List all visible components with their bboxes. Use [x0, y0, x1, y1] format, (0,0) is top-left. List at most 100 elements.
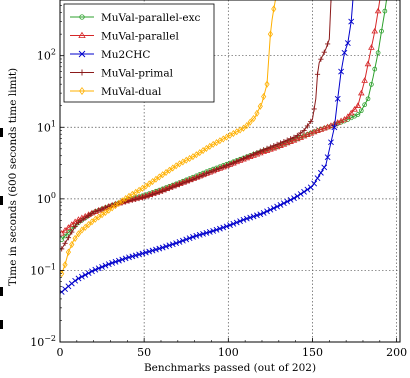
data-point	[227, 131, 233, 139]
edge-mark	[0, 196, 3, 205]
data-point	[341, 116, 348, 122]
data-point	[277, 202, 284, 208]
data-point	[230, 160, 236, 166]
data-point	[321, 49, 327, 55]
data-point	[304, 123, 311, 129]
data-point	[142, 249, 149, 256]
data-point	[86, 213, 92, 219]
data-point	[280, 200, 287, 207]
data-point	[210, 168, 216, 174]
data-point	[301, 188, 307, 195]
data-point	[160, 188, 166, 194]
data-point	[65, 235, 72, 241]
data-point	[291, 195, 297, 202]
legend-entry: MuVal-primal	[70, 68, 174, 80]
data-point	[149, 247, 156, 254]
data-point	[264, 80, 270, 88]
data-point	[60, 237, 65, 242]
data-point	[193, 175, 199, 181]
data-point	[261, 147, 267, 153]
data-point	[169, 241, 176, 248]
data-point	[271, 143, 277, 149]
data-point	[116, 199, 122, 207]
data-point	[139, 195, 146, 201]
legend-entry: MuVal-dual	[70, 86, 162, 98]
data-point	[207, 169, 213, 175]
data-point	[122, 255, 129, 262]
data-point	[348, 18, 355, 25]
data-point	[298, 130, 304, 136]
data-point	[254, 212, 260, 219]
data-point	[106, 203, 112, 210]
data-point	[274, 203, 281, 210]
data-point	[264, 208, 270, 215]
data-point	[99, 211, 105, 219]
data-point	[119, 197, 125, 205]
data-point	[183, 236, 190, 243]
data-point	[72, 223, 78, 230]
data-point	[85, 270, 92, 277]
data-point	[291, 134, 297, 140]
data-point	[371, 27, 379, 34]
data-point	[193, 232, 200, 239]
data-point	[355, 112, 361, 117]
data-point	[311, 180, 318, 187]
data-point	[264, 145, 270, 151]
data-point	[72, 234, 78, 242]
y-axis-label: Time in seconds (600 seconds time limit)	[7, 68, 19, 286]
data-point	[96, 213, 102, 221]
data-point	[143, 194, 149, 200]
data-point	[224, 133, 230, 141]
data-point	[190, 176, 196, 183]
data-point	[261, 93, 267, 101]
data-point	[153, 190, 159, 197]
data-point	[314, 71, 321, 77]
data-point	[216, 225, 223, 232]
data-point	[372, 66, 378, 72]
data-point	[240, 155, 247, 162]
data-point	[109, 260, 116, 266]
data-point	[112, 258, 119, 265]
data-point	[314, 175, 321, 182]
data-point	[318, 56, 324, 62]
data-point	[65, 248, 71, 256]
data-point	[86, 221, 92, 229]
legend-entry: Mu2CHC	[70, 49, 150, 61]
data-point	[89, 218, 95, 226]
data-point	[61, 227, 69, 233]
data-point	[193, 151, 199, 159]
data-point	[69, 240, 75, 249]
data-point	[301, 127, 307, 134]
data-point	[281, 138, 287, 145]
data-point	[190, 233, 196, 240]
data-point	[294, 193, 301, 200]
data-point	[200, 230, 206, 237]
data-point	[227, 222, 233, 229]
data-point	[183, 179, 189, 185]
y-tick-label: 100	[37, 191, 56, 206]
data-point	[92, 208, 98, 215]
legend-marker	[78, 31, 86, 38]
legend-label: MuVal-parallel	[101, 31, 179, 43]
data-point	[357, 89, 365, 96]
series-layer	[60, 0, 388, 295]
data-point	[68, 221, 76, 227]
data-point	[176, 160, 183, 168]
data-point	[166, 166, 172, 174]
data-point	[156, 245, 163, 252]
data-point	[109, 204, 115, 212]
x-tick-label: 0	[57, 346, 64, 359]
data-point	[257, 148, 263, 154]
data-point	[234, 128, 240, 136]
data-point	[334, 95, 341, 102]
data-point	[247, 118, 253, 126]
data-point	[224, 163, 230, 169]
data-point	[197, 149, 203, 157]
data-point	[75, 230, 82, 238]
data-point	[96, 207, 102, 213]
data-point	[78, 273, 85, 280]
data-point	[102, 262, 109, 269]
data-point	[338, 68, 345, 75]
data-point	[254, 150, 260, 156]
data-point	[149, 192, 156, 198]
